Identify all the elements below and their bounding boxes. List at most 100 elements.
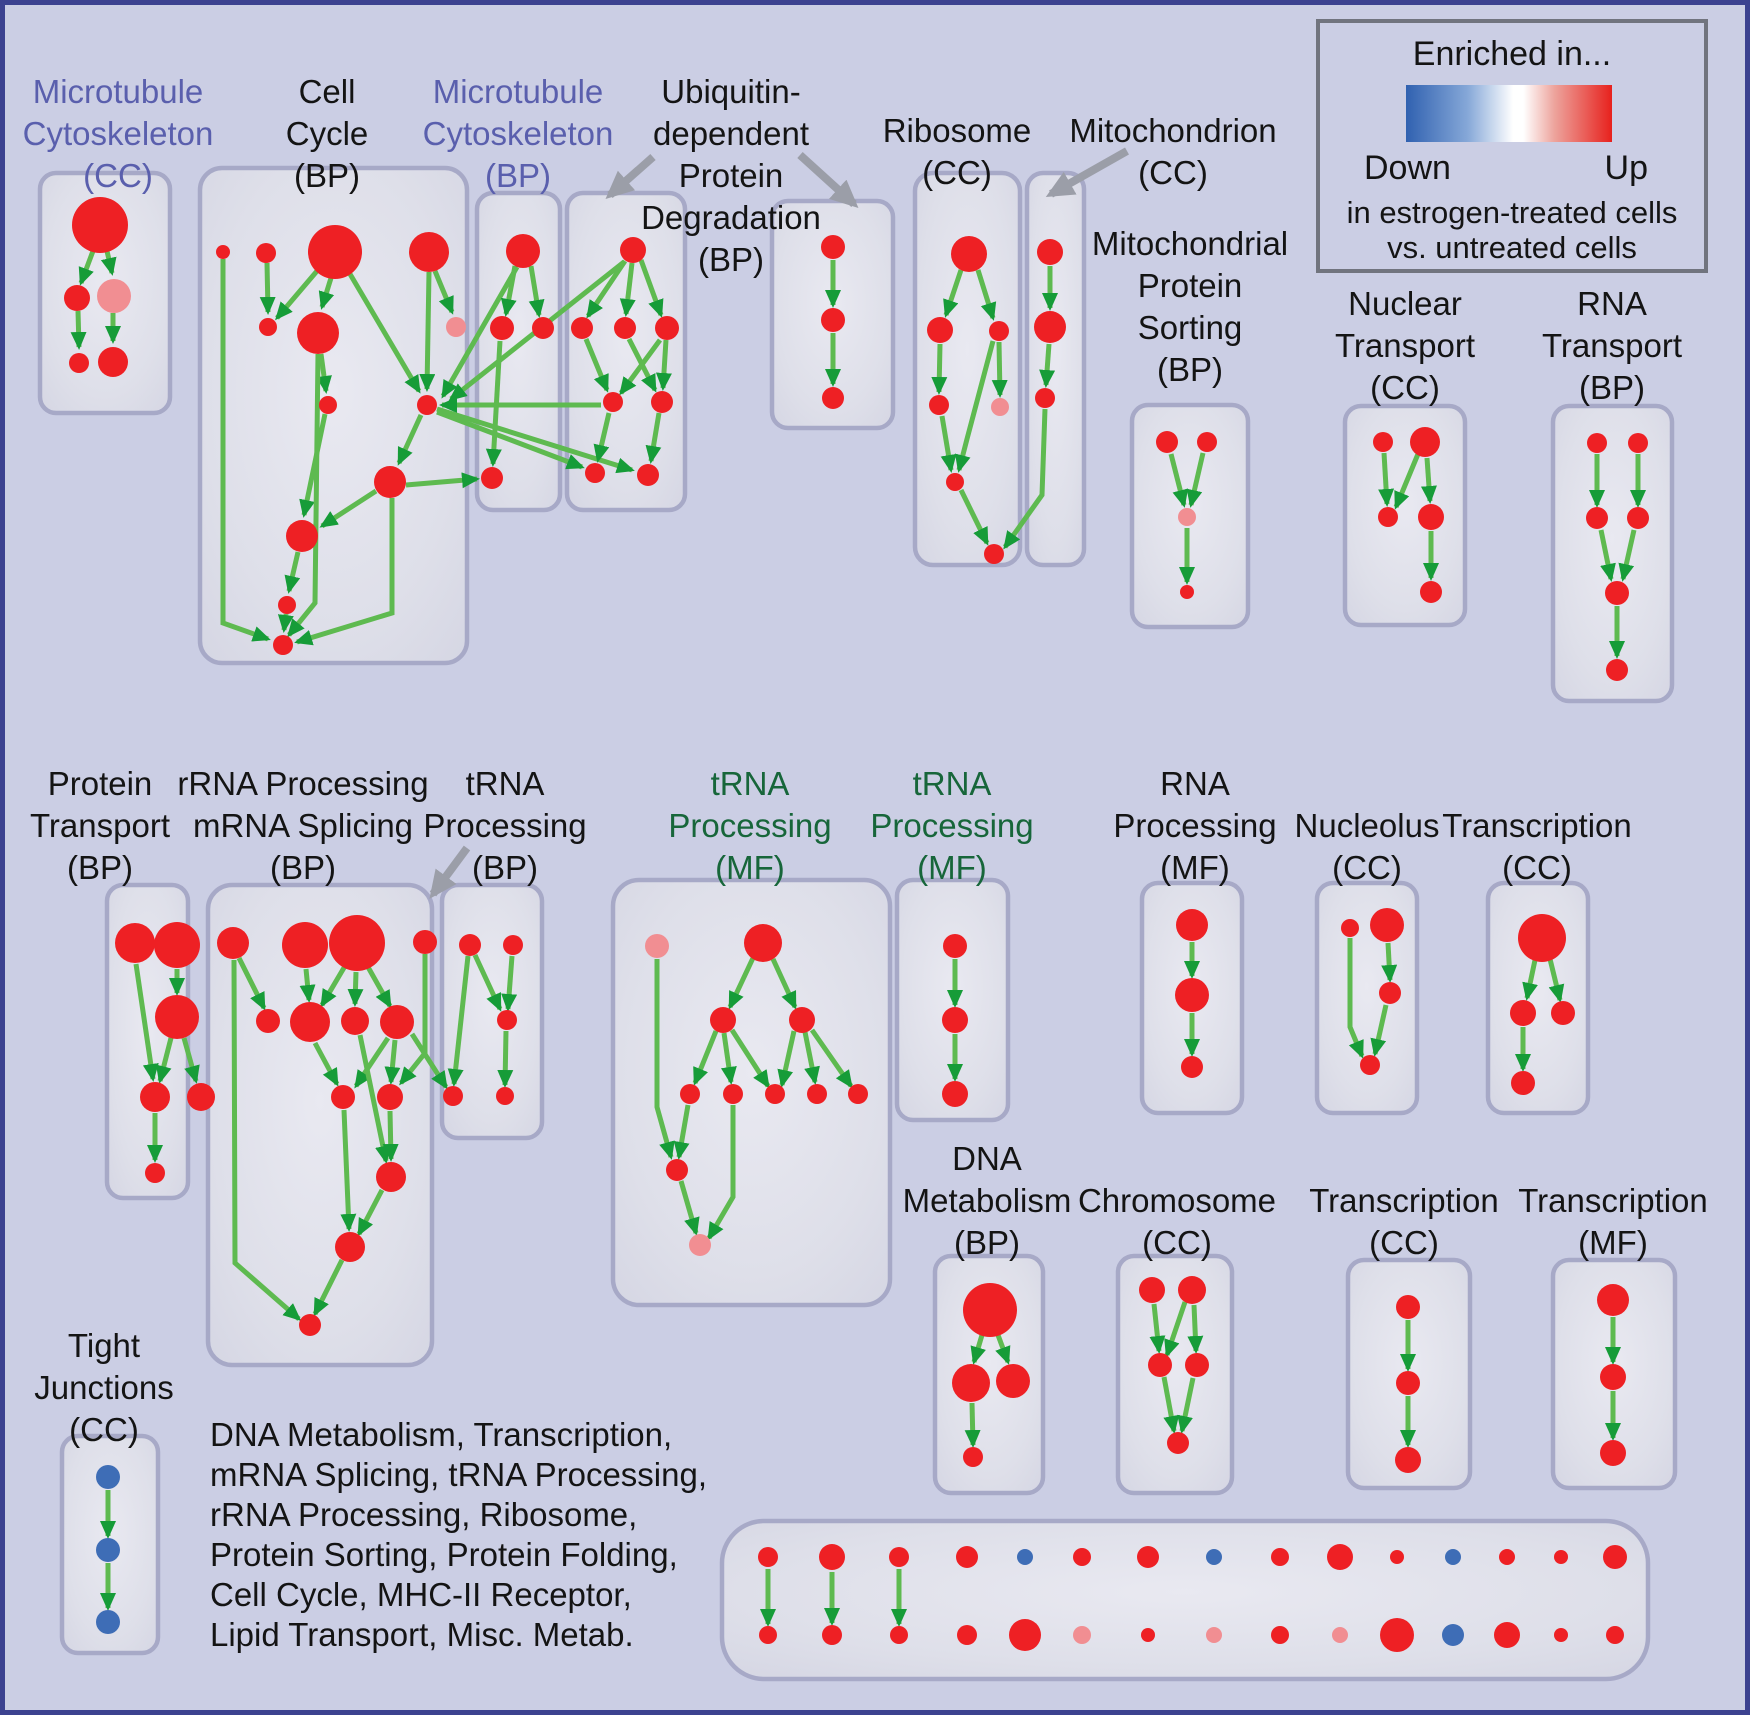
go-term-node-red [989,321,1009,341]
go-term-node-red [1139,1277,1165,1303]
edge-arrow [809,1028,854,1089]
go-term-node-red [64,285,90,311]
edge-arrow [1177,1377,1196,1434]
go-term-node-red [413,930,437,954]
go-term-node-red [69,353,89,373]
go-term-node-red [951,236,987,272]
edge-arrow [1522,959,1538,1001]
edge-arrow [619,262,636,317]
go-term-node-red [963,1447,983,1467]
go-term-node-red [1603,1545,1627,1569]
go-term-node-red [666,1159,688,1181]
edge-arrow [299,968,316,1003]
go-term-node-red [984,544,1004,564]
go-term-node-red [1587,433,1607,453]
edge-arrow [931,343,948,395]
go-term-node-red [822,387,844,409]
edge-arrow [277,613,294,633]
go-term-node-red [308,225,362,279]
edge-arrow [500,265,518,317]
edge-arrow [365,965,393,1009]
edge-arrow [645,412,662,464]
go-term-node-red [1271,1548,1289,1566]
go-term-node-red [1600,1440,1626,1466]
go-term-node-red [1271,1626,1289,1644]
go-term-node-pink [1073,1626,1091,1644]
cluster-label-trna-mf-1: tRNA Processing (MF) [668,765,832,886]
cluster-box-chromosome [1115,1253,1235,1496]
go-term-node-red [417,395,437,415]
go-term-node-red [1148,1353,1172,1377]
go-term-node-red [297,312,339,354]
edge-arrow [1618,529,1637,582]
cluster-label-tight-junctions: Tight Junctions (CC) [34,1327,174,1448]
go-term-node-pink [1178,508,1196,526]
edge-arrow [312,1041,340,1087]
edge-arrow [236,956,267,1011]
go-term-node-red [1037,239,1063,265]
cluster-label-transcription-mf: Transcription (MF) [1518,1182,1708,1261]
go-term-node-red [376,1162,406,1192]
edge-arrow [347,272,422,394]
cluster-label-protein-transport: Protein Transport (BP) [30,765,170,886]
go-term-node-blue [1206,1549,1222,1565]
go-term-node-red [335,1232,365,1262]
legend-subtitle-2: vs. untreated cells [1387,230,1637,265]
go-term-node-red [614,317,636,339]
edge-arrow [231,959,302,1321]
edge-arrow [1598,529,1616,582]
go-term-node-red [497,1010,517,1030]
cluster-label-cell-cycle: Cell Cycle (BP) [285,73,369,194]
go-term-node-red [1370,908,1404,942]
edge-arrow [1149,1303,1166,1354]
edge-arrow [692,1030,719,1086]
edge-arrow [638,259,664,318]
go-term-node-red [409,232,449,272]
go-term-node-red [1156,431,1178,453]
go-term-node-red [1178,1276,1206,1304]
go-term-node-red [1554,1628,1568,1642]
edge-arrow [1420,457,1437,504]
edge-arrow [382,1110,399,1162]
go-term-node-red [822,1625,842,1645]
go-term-node-red [585,463,605,483]
go-term-node-red [115,923,155,963]
go-term-node-red [680,1084,700,1104]
go-term-node-red [1341,919,1359,937]
edge-arrow [220,259,271,642]
go-term-node-red [789,1007,815,1033]
cluster-label-transcription-cc-mid: Transcription (CC) [1442,807,1632,886]
go-term-node-red [759,1626,777,1644]
edge-arrow [975,269,997,321]
edge-arrow [405,472,480,489]
edge-arrow [440,265,520,399]
cluster-label-ribosome: Ribosome (CC) [882,112,1032,191]
go-term-node-red [957,1625,977,1645]
edge-arrow [485,340,503,467]
edge-arrow [419,271,436,392]
go-term-node-pink [689,1234,711,1256]
network-canvas [37,147,1678,1682]
go-term-node-red [217,927,249,959]
go-term-node-red [710,1007,736,1033]
go-term-node-red [758,1547,778,1567]
edge-arrow [357,1034,391,1164]
cluster-label-mitochondrion: Mitochondrion (CC) [1069,112,1277,191]
edge-arrow [706,1105,736,1241]
edge-arrow [673,1104,691,1160]
legend: Enriched in... Down Up in estrogen-treat… [1316,19,1708,273]
edge-arrow [100,250,117,276]
misc-note-line: mRNA Splicing, tRNA Processing, [210,1456,708,1493]
edge-arrow [432,270,455,315]
edge-arrow [1164,1301,1188,1358]
go-term-node-red [1380,1618,1414,1652]
go-term-node-red [952,1364,990,1402]
go-term-node-red [154,922,200,968]
go-term-node-red [72,197,128,253]
go-term-node-red [744,924,782,962]
go-term-node-red [637,464,659,486]
edge-arrow [436,409,585,470]
edge-arrow [995,1334,1011,1365]
edge-arrow [720,1032,737,1085]
go-term-node-red [1551,1001,1575,1025]
